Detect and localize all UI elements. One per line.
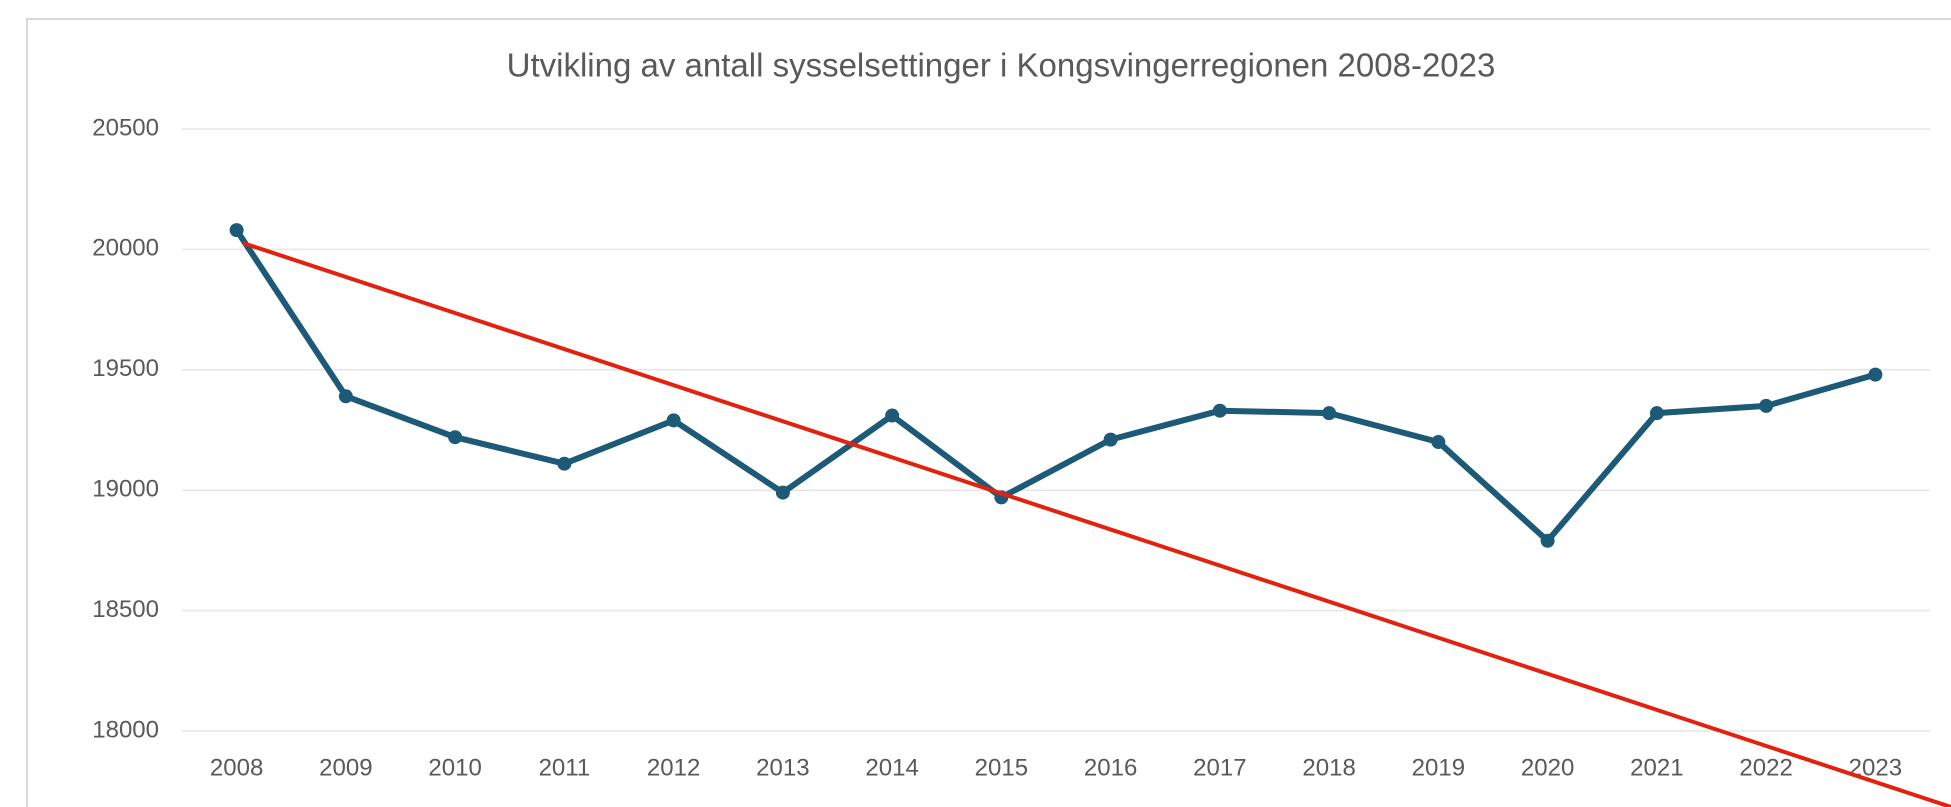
x-tick-label: 2011 — [539, 754, 591, 781]
y-tick-label: 20500 — [92, 114, 159, 141]
x-tick-label: 2020 — [1521, 754, 1574, 781]
data-point — [1649, 406, 1664, 421]
data-point — [885, 408, 900, 423]
data-point — [666, 413, 681, 428]
y-tick-label: 19000 — [92, 476, 159, 503]
y-tick-label: 19500 — [92, 355, 159, 382]
data-point — [1103, 432, 1118, 447]
trend-annotation — [242, 241, 1951, 807]
chart-frame — [26, 18, 1951, 807]
data-point — [1431, 435, 1446, 450]
data-point — [338, 389, 353, 404]
data-point — [1540, 533, 1555, 548]
x-tick-label: 2008 — [210, 754, 263, 781]
x-tick-label: 2009 — [319, 754, 372, 781]
y-tick-label: 18000 — [92, 716, 159, 743]
data-point — [557, 456, 572, 471]
data-line — [234, 228, 1877, 544]
chart-title: Utvikling av antall sysselsettinger i Ko… — [507, 47, 1496, 84]
x-tick-label: 2014 — [865, 754, 918, 781]
data-point — [229, 223, 244, 238]
data-point — [775, 485, 790, 500]
x-tick-label: 2017 — [1193, 754, 1246, 781]
x-tick-label: 2013 — [756, 754, 809, 781]
x-tick-label: 2019 — [1412, 754, 1465, 781]
grid: 18000 18500 19000 19500 20000 20500 2008 2009 20… — [92, 114, 1930, 781]
x-tick-label: 2021 — [1630, 754, 1683, 781]
y-tick-label: 20000 — [92, 235, 159, 262]
plot — [229, 223, 1883, 548]
x-tick-label: 2016 — [1084, 754, 1137, 781]
data-point — [1868, 367, 1883, 382]
data-point — [448, 430, 463, 445]
x-tick-label: 2022 — [1739, 754, 1792, 781]
x-tick-label: 2015 — [975, 754, 1028, 781]
x-tick-label: 2018 — [1302, 754, 1355, 781]
x-tick-label: 2012 — [647, 754, 700, 781]
y-tick-label: 18500 — [92, 596, 159, 623]
x-tick-label: 2010 — [428, 754, 481, 781]
data-point — [1759, 398, 1774, 413]
data-point — [1322, 406, 1337, 421]
data-point — [1212, 403, 1227, 418]
